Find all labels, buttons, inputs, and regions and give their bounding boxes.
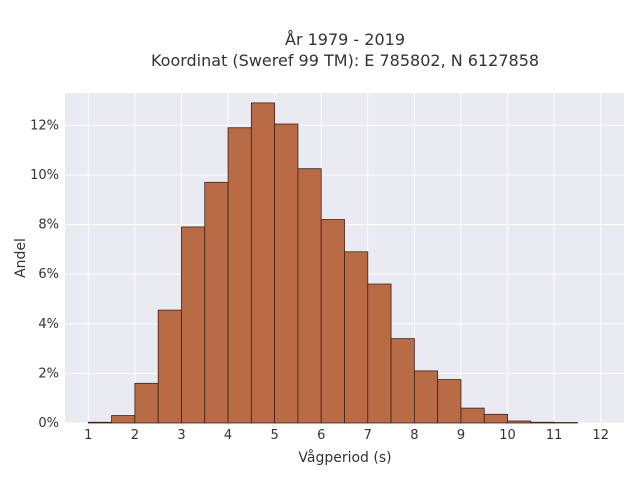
x-tick-label: 9 (457, 428, 465, 443)
histogram-bar (297, 168, 322, 424)
chart-title: År 1979 - 2019 (285, 30, 405, 49)
x-axis-label: Vågperiod (s) (298, 449, 391, 466)
histogram-bar (413, 370, 439, 424)
histogram-bar (227, 127, 252, 424)
y-tick-label: 8% (38, 218, 59, 233)
x-axis-ticks: 1 2 3 4 5 6 7 8 9 10 11 12 (84, 428, 609, 443)
y-axis-label: Andel (13, 238, 29, 278)
y-tick-label: 6% (38, 267, 59, 282)
histogram-bar (530, 421, 555, 424)
histogram-bar (367, 283, 392, 424)
x-tick-label: 10 (499, 428, 516, 443)
x-tick-label: 6 (317, 428, 325, 443)
histogram-bar (111, 415, 136, 424)
histogram-bar (181, 226, 206, 424)
histogram-bar (344, 251, 369, 424)
chart-subtitle: Koordinat (Sweref 99 TM): E 785802, N 61… (151, 51, 539, 70)
x-tick-label: 11 (546, 428, 563, 443)
x-tick-label: 2 (131, 428, 139, 443)
x-tick-label: 12 (592, 428, 609, 443)
histogram-bar (157, 309, 182, 424)
y-axis-ticks: 0% 2% 4% 6% 8% 10% 12% (30, 118, 59, 431)
x-tick-label: 1 (84, 428, 92, 443)
y-tick-label: 2% (38, 366, 59, 381)
x-tick-label: 3 (177, 428, 185, 443)
histogram-bar (87, 421, 112, 424)
y-tick-label: 10% (30, 168, 59, 183)
histogram-bar (437, 379, 462, 424)
histogram-bar (320, 219, 345, 424)
histogram-bar (134, 382, 159, 424)
y-tick-label: 0% (38, 416, 59, 431)
y-tick-label: 4% (38, 317, 59, 332)
x-tick-label: 8 (410, 428, 418, 443)
histogram-bar (274, 123, 299, 424)
bars (87, 102, 578, 424)
x-tick-label: 5 (270, 428, 278, 443)
histogram-bar (390, 338, 415, 424)
x-tick-label: 4 (224, 428, 232, 443)
x-tick-label: 7 (364, 428, 372, 443)
histogram-bar (507, 420, 532, 424)
histogram-bar (460, 407, 485, 424)
histogram-bar (250, 102, 276, 424)
y-tick-label: 12% (30, 118, 59, 133)
histogram-bar (204, 181, 229, 424)
histogram-bar (483, 413, 508, 424)
